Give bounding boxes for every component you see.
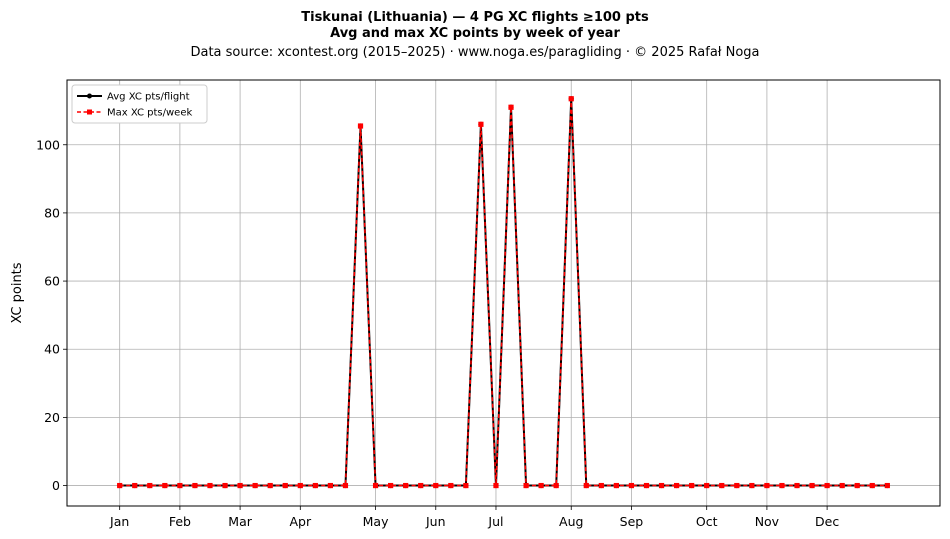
chart-title: Tiskunai (Lithuania) — 4 PG XC flights ≥… xyxy=(301,10,649,25)
data-point xyxy=(327,482,334,489)
data-point xyxy=(598,482,604,489)
data-point xyxy=(809,482,815,489)
data-point xyxy=(764,482,770,489)
y-axis: 0 20 40 60 80 100 xyxy=(36,137,67,493)
x-tick-label: Apr xyxy=(289,514,311,529)
legend-entry-max: Max XC pts/week xyxy=(77,108,192,119)
data-point xyxy=(267,482,273,489)
data-point xyxy=(162,482,168,489)
chart-source-note: Data source: xcontest.org (2015–2025) · … xyxy=(190,45,759,60)
data-point xyxy=(192,482,198,489)
series-layer xyxy=(117,96,890,489)
x-tick-label: Jan xyxy=(109,514,129,529)
y-tick-label: 80 xyxy=(44,205,60,220)
data-point xyxy=(673,482,680,489)
data-point xyxy=(418,482,424,489)
data-point xyxy=(222,482,228,489)
data-point xyxy=(357,123,364,129)
data-point xyxy=(132,482,138,489)
data-point xyxy=(372,482,379,489)
data-point xyxy=(252,482,258,489)
data-point xyxy=(779,482,785,489)
x-tick-label: Sep xyxy=(620,514,644,529)
y-axis-label: XC points xyxy=(10,262,25,323)
data-point xyxy=(508,104,514,110)
data-point xyxy=(658,482,665,489)
data-point xyxy=(388,482,394,489)
x-tick-label: Nov xyxy=(755,514,780,529)
data-point xyxy=(538,482,544,489)
data-point xyxy=(297,482,303,489)
data-point xyxy=(523,482,529,489)
x-tick-label: Jun xyxy=(425,514,446,529)
data-point xyxy=(282,482,288,489)
data-point xyxy=(824,482,830,489)
legend-label-avg: Avg XC pts/flight xyxy=(107,92,190,103)
y-tick-label: 20 xyxy=(44,410,60,425)
data-point xyxy=(854,482,860,489)
y-tick-label: 60 xyxy=(44,274,60,289)
data-point xyxy=(553,482,559,489)
legend-box xyxy=(71,84,208,124)
data-point xyxy=(237,482,243,489)
legend-marker-avg xyxy=(87,93,92,99)
data-point xyxy=(478,121,484,127)
data-point xyxy=(628,482,635,489)
y-tick-label: 40 xyxy=(44,342,60,357)
chart-subtitle: Avg and max XC points by week of year xyxy=(330,26,620,41)
data-point xyxy=(583,482,589,489)
data-point xyxy=(493,482,499,489)
legend-marker-max xyxy=(87,109,92,115)
x-tick-label: May xyxy=(363,514,389,529)
data-point xyxy=(147,482,153,489)
data-point xyxy=(839,482,845,489)
data-point xyxy=(704,482,710,489)
data-point xyxy=(117,482,123,489)
data-point xyxy=(749,482,755,489)
data-point xyxy=(794,482,800,489)
data-point xyxy=(177,482,183,489)
data-point xyxy=(403,482,409,489)
x-tick-label: Jul xyxy=(487,514,503,529)
data-point xyxy=(643,482,650,489)
data-point xyxy=(884,482,890,489)
legend-label-max: Max XC pts/week xyxy=(107,108,192,119)
x-tick-label: Aug xyxy=(559,514,583,529)
data-point xyxy=(342,482,349,489)
x-tick-label: Feb xyxy=(169,514,191,529)
y-tick-label: 100 xyxy=(36,137,60,152)
data-point xyxy=(207,482,213,489)
data-point xyxy=(463,482,469,489)
data-point xyxy=(734,482,740,489)
x-tick-label: Dec xyxy=(815,514,839,529)
series-max xyxy=(117,96,890,489)
data-point xyxy=(568,96,574,102)
plot-frame xyxy=(66,79,941,507)
x-axis: Jan Feb Mar Apr May Jun Jul Aug Sep Oct Nov Dec xyxy=(109,506,839,529)
series-line xyxy=(119,97,888,487)
data-point xyxy=(433,482,439,489)
legend-entry-avg: Avg XC pts/flight xyxy=(77,92,190,103)
data-point xyxy=(719,482,725,489)
data-point xyxy=(448,482,454,489)
data-point xyxy=(689,482,695,489)
x-tick-label: Oct xyxy=(696,514,718,529)
legend: Avg XC pts/flight Max XC pts/week xyxy=(71,84,208,124)
y-tick-label: 0 xyxy=(52,478,60,493)
data-point xyxy=(869,482,875,489)
data-point xyxy=(312,482,318,489)
data-point xyxy=(613,482,619,489)
x-tick-label: Mar xyxy=(228,514,252,529)
